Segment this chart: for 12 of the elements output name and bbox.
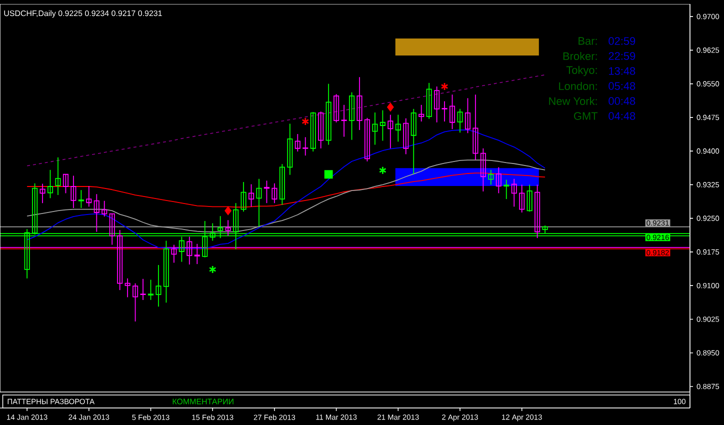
text: GMT — [574, 112, 598, 120]
text: Tokyo: — [566, 66, 597, 76]
text: New York: — [549, 96, 597, 106]
text: 04:48 — [608, 112, 636, 120]
text: Broker: — [563, 52, 597, 60]
text: 22:59 — [608, 52, 636, 60]
text: London: — [559, 82, 597, 90]
text: 00:48 — [608, 97, 636, 105]
text: 02:59 — [608, 37, 636, 45]
text: Bar: — [578, 37, 597, 45]
text: 13:48 — [609, 67, 636, 75]
text: 05:48 — [608, 82, 636, 90]
